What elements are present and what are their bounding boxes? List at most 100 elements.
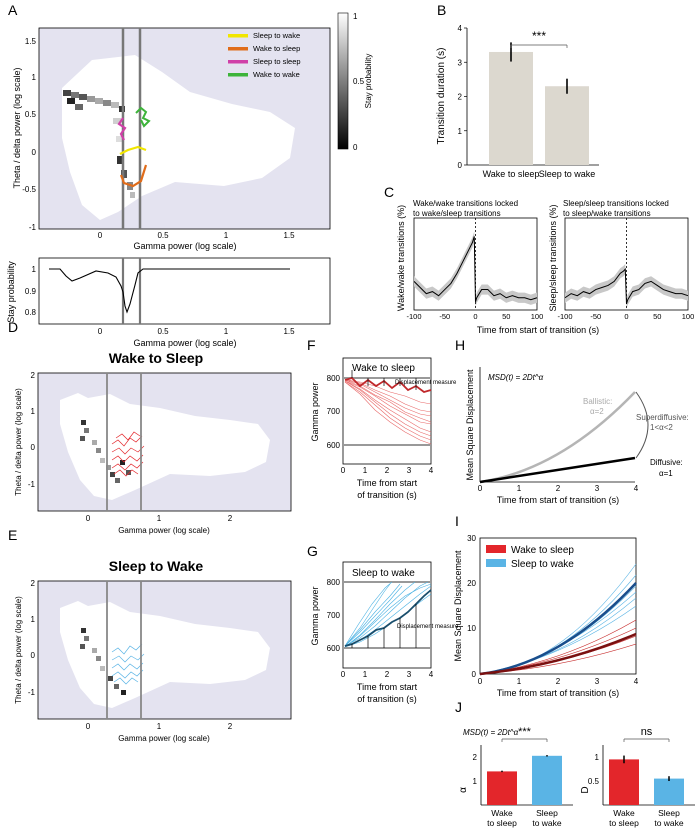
panel-c-x-tick-label: -100 xyxy=(406,312,421,321)
panel-b-y-tick-label: 0 xyxy=(458,161,463,170)
panel-g-x-ticks: 0 1 2 3 4 xyxy=(341,670,434,679)
panel-i-legend-label-sleep: Sleep to wake xyxy=(511,559,574,570)
panel-g-annotation: Displacement measure xyxy=(397,624,459,630)
y-tick-label: 600 xyxy=(327,644,341,653)
legend-swatch-sleep-to-sleep xyxy=(228,60,248,64)
y-tick-label: 700 xyxy=(327,611,341,620)
panel-f-highlight-trace xyxy=(344,376,432,393)
panel-a-sleep-to-sleep-trace xyxy=(117,117,127,141)
panel-f-axes xyxy=(342,357,432,465)
panel-b-bar-chart: 0 1 2 3 4 Wake to sleep Sleep to wake *** Transi… xyxy=(436,24,599,179)
panel-e-title: Sleep to Wake xyxy=(109,558,204,574)
panel-c-right-title-2: to sleep/wake transitions xyxy=(563,209,651,218)
panel-a-ylabel: Theta / delta power (log scale) xyxy=(12,67,22,188)
y-tick-label: 600 xyxy=(327,441,341,450)
panel-j-y-tick-label: 1 xyxy=(473,777,478,786)
panel-g-blue-traces xyxy=(344,581,432,648)
x-tick-label: 0 xyxy=(86,722,91,731)
colorbar-tick: 1 xyxy=(353,12,358,21)
panel-j-bar xyxy=(487,771,517,805)
panel-c-x-tick-label: 100 xyxy=(682,312,695,321)
panel-letter-c: C xyxy=(384,184,394,200)
panel-d-ylabel: Theta / delta power (log scale) xyxy=(14,388,23,496)
panel-j-category-label: to sleep xyxy=(487,818,517,828)
panel-c-x-tick-label: 100 xyxy=(531,312,544,321)
x-tick-label: 3 xyxy=(407,670,412,679)
panel-d-y-ticks: 2 1 0 -1 xyxy=(28,371,36,489)
panel-a-occupied-region xyxy=(62,55,295,220)
y-tick-label: -1 xyxy=(28,688,36,697)
x-tick-label: 1 xyxy=(224,231,229,240)
legend-swatch-wake-to-wake xyxy=(228,73,248,77)
panel-f-x-ticks: 0 1 2 3 4 xyxy=(341,466,434,475)
panel-d-x-ticks: 0 1 2 xyxy=(86,514,233,523)
y-tick-label: 20 xyxy=(467,579,476,588)
panel-f-title: Wake to sleep xyxy=(352,363,415,374)
panel-h-super-label-2: 1<α<2 xyxy=(650,423,673,432)
y-tick-label: 1.5 xyxy=(25,37,37,46)
panel-c-mean-line xyxy=(564,267,689,305)
panel-h-diffusive-label-2: α=1 xyxy=(659,469,673,478)
x-tick-label: 4 xyxy=(634,677,639,686)
y-tick-label: -1 xyxy=(28,480,36,489)
panel-j-category-label: to wake xyxy=(654,818,684,828)
panel-f-red-traces xyxy=(344,378,432,445)
x-tick-label: 1.5 xyxy=(283,327,295,336)
panel-f-y-ticks: 800 700 600 xyxy=(327,374,341,450)
x-tick-label: 0 xyxy=(98,231,103,240)
y-tick-label: -1 xyxy=(29,223,37,232)
panel-g-highlight-trace xyxy=(344,589,432,647)
panel-a-colorbar: 1 0.5 0 Stay probability xyxy=(337,12,373,152)
panel-b-y-tick-label: 4 xyxy=(458,24,463,33)
legend-label-wake-to-wake: Wake to wake xyxy=(253,70,300,79)
x-tick-label: 2 xyxy=(556,484,561,493)
x-tick-label: 1 xyxy=(517,484,522,493)
panel-j-bar xyxy=(609,759,639,805)
x-tick-label: 3 xyxy=(595,677,600,686)
y-tick-label: -0.5 xyxy=(22,185,36,194)
panel-letter-f: F xyxy=(307,337,316,353)
y-tick-label: 0.5 xyxy=(25,110,37,119)
panel-letter-j: J xyxy=(455,699,462,715)
x-tick-label: 1.5 xyxy=(283,231,295,240)
panel-i-legend-label-wake: Wake to sleep xyxy=(511,545,574,556)
x-tick-label: 3 xyxy=(407,466,412,475)
y-tick-label: 800 xyxy=(327,374,341,383)
colorbar-gradient xyxy=(337,12,349,150)
panel-e-blue-trajectories xyxy=(111,643,145,685)
stay-plot-xlabel: Gamma power (log scale) xyxy=(133,338,236,348)
panel-letters: A B C D E F G H I J xyxy=(8,2,465,715)
x-tick-label: 4 xyxy=(429,466,434,475)
x-tick-label: 0 xyxy=(478,677,483,686)
panel-h-diffusive-label-1: Diffusive: xyxy=(650,458,683,467)
legend-label-wake-to-sleep: Wake to sleep xyxy=(253,44,300,53)
stay-plot-axes xyxy=(38,257,331,325)
y-tick-label: 800 xyxy=(327,578,341,587)
panel-j-significance: ns xyxy=(641,726,653,738)
panel-b-category-label: Wake to sleep xyxy=(483,169,540,179)
panel-c-x-tick-label: -100 xyxy=(557,312,572,321)
panel-d-heatmap: Wake to Sleep 2 1 0 -1 0 xyxy=(14,350,292,535)
panel-d-title: Wake to Sleep xyxy=(109,350,203,366)
panel-j-category-label: to sleep xyxy=(609,818,639,828)
stay-plot-ylabel: Stay probability xyxy=(6,261,16,323)
y-tick-label: 0 xyxy=(31,443,36,452)
y-tick-label: 700 xyxy=(327,407,341,416)
panel-d-red-trajectories xyxy=(111,431,145,477)
panel-c-line-charts: Wake/wake transitions locked to wake/sle… xyxy=(396,199,694,335)
panel-d-grey-cells xyxy=(80,420,131,483)
legend-label-sleep-to-sleep: Sleep to sleep xyxy=(253,57,301,66)
panel-i-x-ticks: 0 1 2 3 4 xyxy=(478,677,639,686)
panel-h-superdiffusive-bracket xyxy=(635,391,649,459)
panel-g-xlabel-1: Time from start xyxy=(357,682,418,692)
panel-i-xlabel: Time from start of transition (s) xyxy=(497,688,619,698)
panel-j-category-label: Sleep xyxy=(536,808,558,818)
panel-b-y-tick-label: 1 xyxy=(458,127,463,136)
panel-letter-h: H xyxy=(455,337,465,353)
y-tick-label: 1 xyxy=(31,615,36,624)
x-tick-label: 1 xyxy=(517,677,522,686)
y-tick-label: 1 xyxy=(31,407,36,416)
panel-e-grey-cells xyxy=(80,628,126,695)
panel-b-bar xyxy=(489,51,533,165)
panel-e-x-ticks: 0 1 2 xyxy=(86,722,233,731)
